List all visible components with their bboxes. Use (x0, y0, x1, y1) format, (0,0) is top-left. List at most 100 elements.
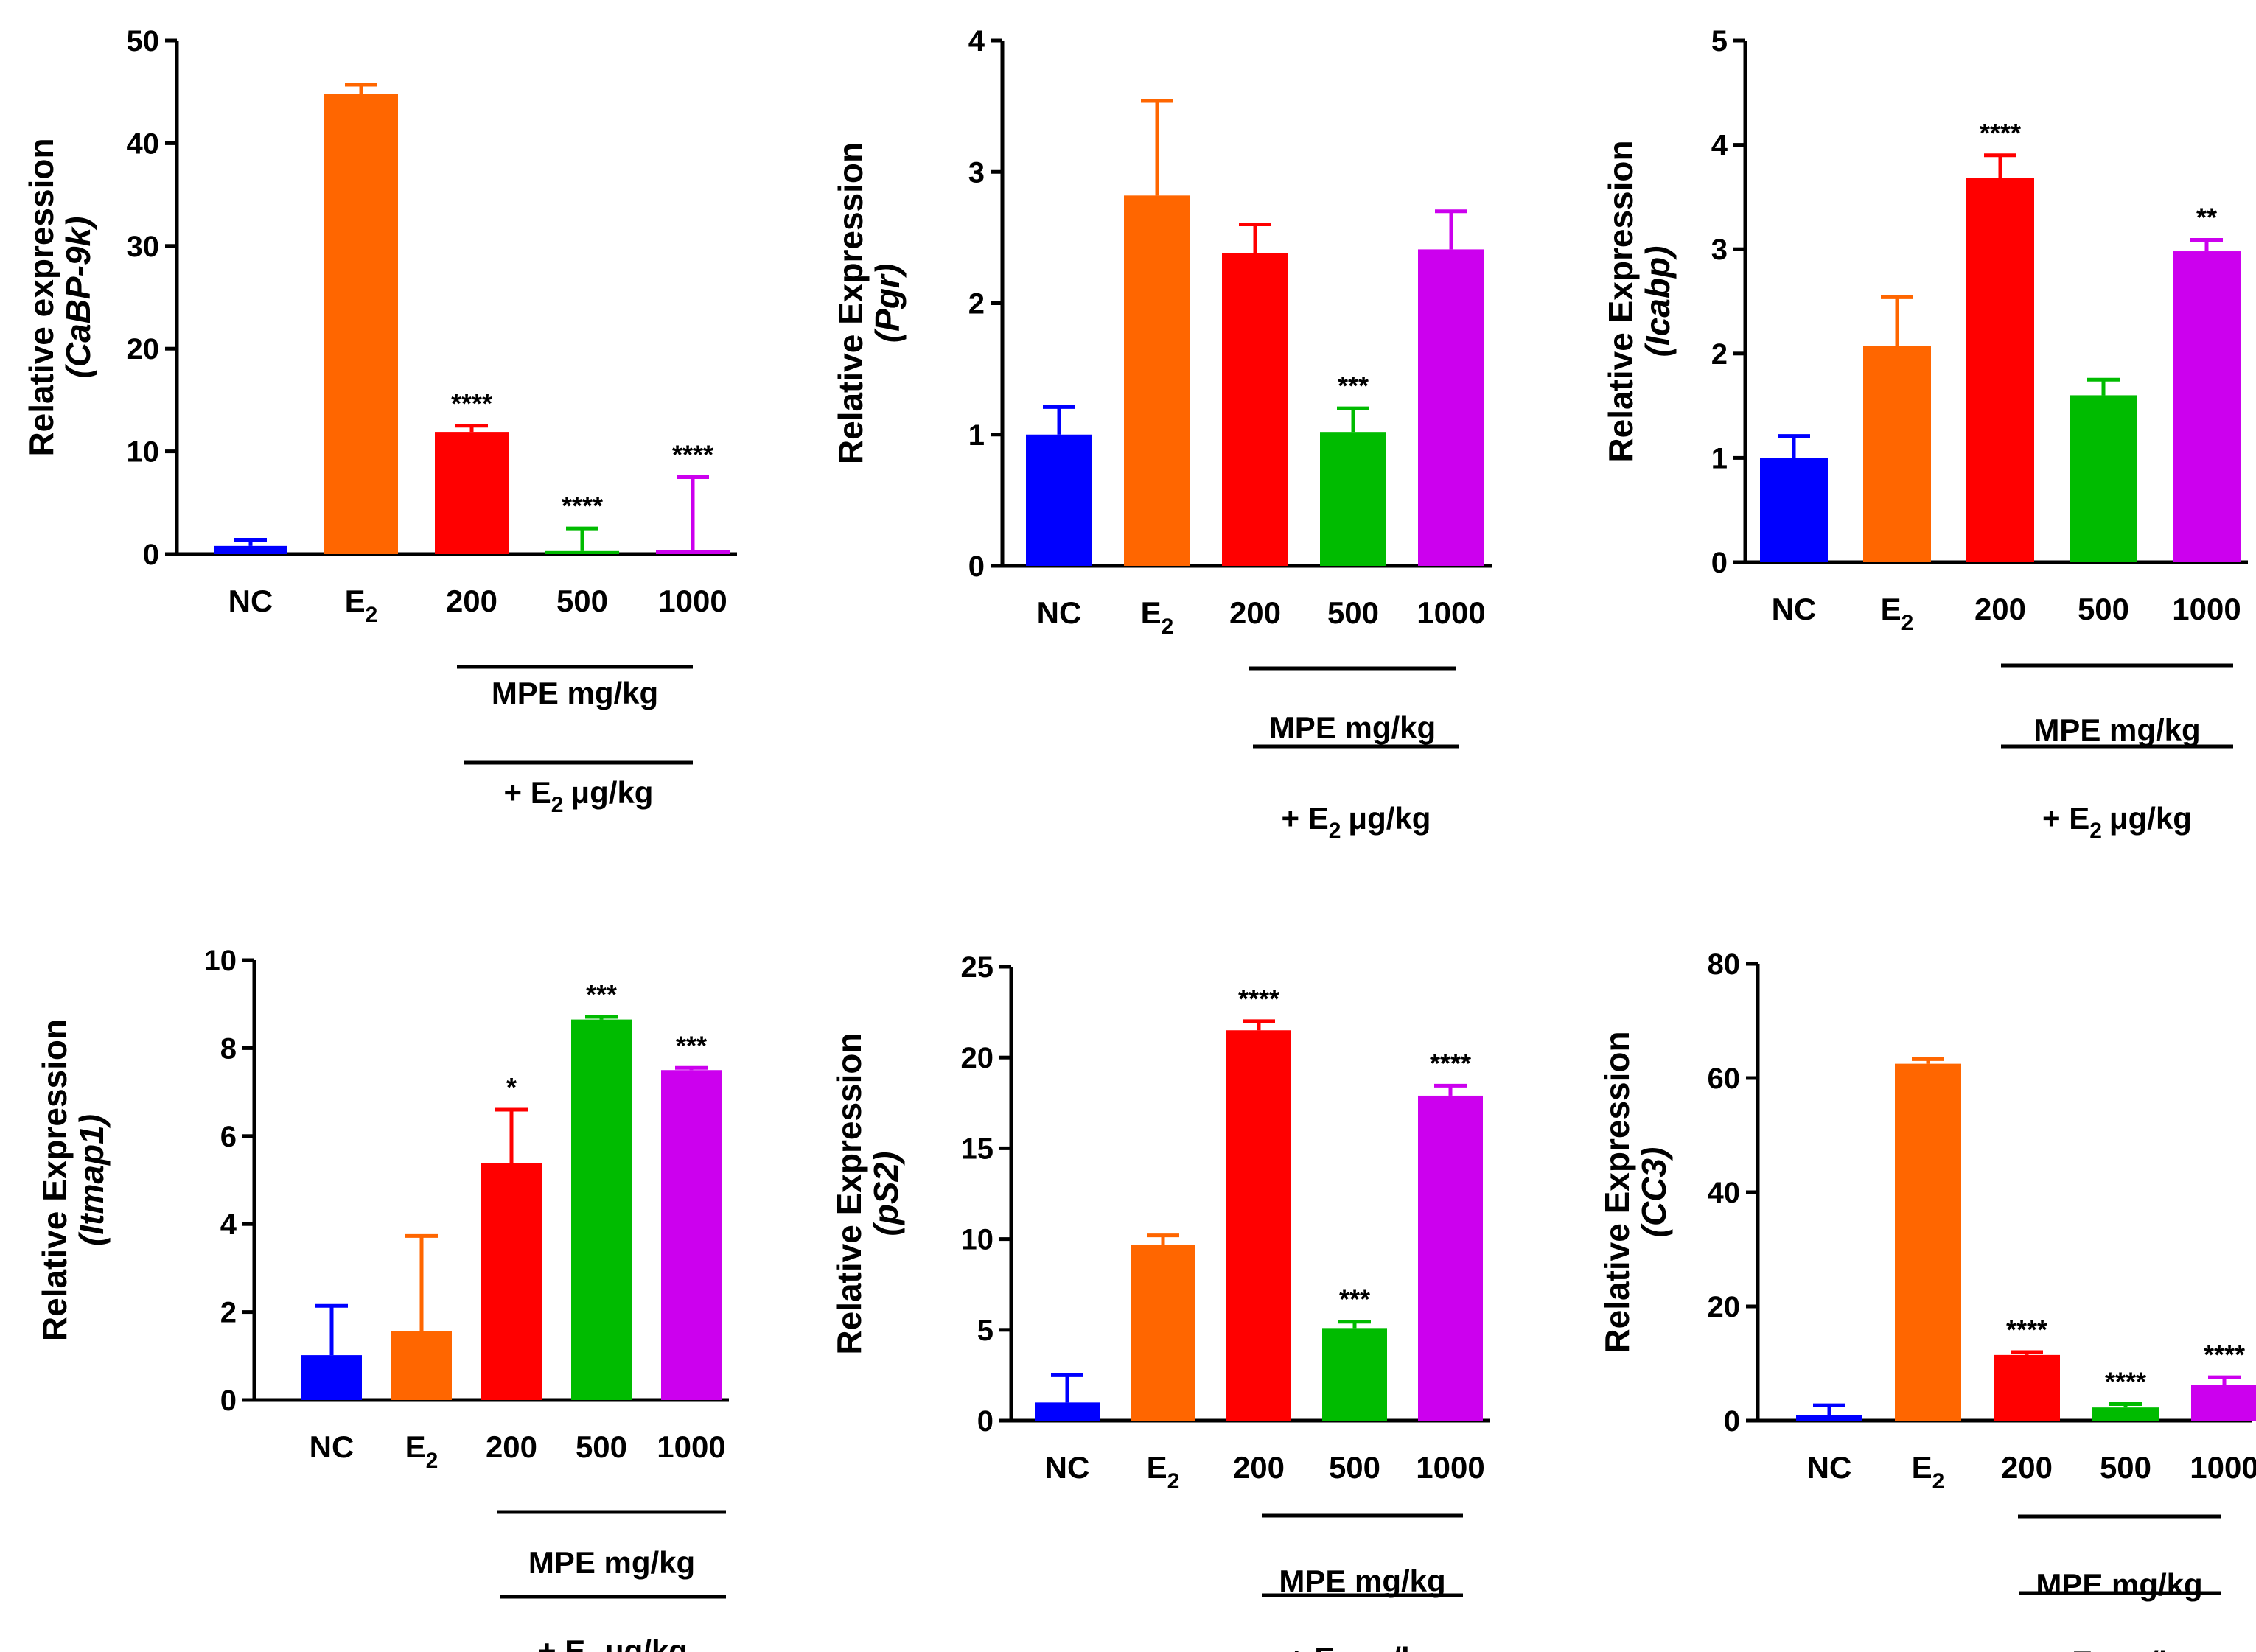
x-tick-label-text: 500 (2078, 592, 2129, 626)
x-tick-label-text: E (405, 1429, 426, 1464)
significance-label: **** (1980, 118, 2021, 148)
bar-e (1895, 1063, 1961, 1421)
significance-label: **** (2006, 1315, 2047, 1345)
x-tick-label-text: NC (1045, 1450, 1090, 1485)
y-tick-label: 0 (977, 1405, 993, 1438)
group-label-e2-prefix: + E (1282, 801, 1329, 836)
x-tick-label-text: E (1147, 1450, 1167, 1485)
x-tick-label: 500 (556, 584, 608, 618)
x-tick-label: 200 (2001, 1450, 2053, 1485)
y-tick-label: 4 (1711, 130, 1728, 162)
bar-200 (481, 1163, 542, 1400)
group-label-e2-prefix: + E (1288, 1641, 1335, 1652)
bar-200 (1966, 178, 2034, 563)
bar-1000 (661, 1070, 722, 1400)
x-tick-label-text: NC (1772, 592, 1817, 626)
y-tick-label: 2 (220, 1297, 237, 1329)
x-tick-label-text: 1000 (657, 1429, 725, 1464)
y-tick-label: 20 (961, 1042, 994, 1074)
y-axis-label: Relative Expression(Icabp) (1602, 140, 1677, 462)
significance-label: *** (1339, 1284, 1370, 1315)
bar-e (1124, 195, 1190, 566)
y-tick-label: 25 (961, 951, 994, 984)
bar-nc (1035, 1402, 1100, 1421)
subscript: 2 (1901, 611, 1914, 635)
chart-panel-1: 0 10 20 30 40 50 Relative expression(CaBP-9k) N… (22, 25, 737, 817)
y-tick-label: 0 (143, 539, 159, 571)
group-label-e2-prefix: + E (2042, 801, 2089, 836)
subscript: 2 (1162, 615, 1174, 639)
x-tick-label: NC (1037, 595, 1082, 630)
x-tick-label-text: 200 (2001, 1450, 2053, 1485)
x-tick-label: NC (310, 1429, 355, 1464)
significance-label: **** (562, 491, 603, 521)
y-tick-label: 4 (968, 25, 985, 57)
y-tick-label: 1 (1711, 442, 1728, 475)
bar-nc (1026, 434, 1092, 566)
x-tick-label-text: E (345, 584, 366, 618)
y-axis-label-title: Relative Expression (35, 1019, 74, 1341)
bar-e (391, 1331, 452, 1400)
subscript: 2 (551, 793, 564, 817)
y-tick-label: 0 (968, 550, 985, 583)
bar-500 (571, 1019, 632, 1400)
x-tick-label-text: 200 (446, 584, 497, 618)
x-tick-label-text: 500 (576, 1429, 627, 1464)
x-tick-label-text: 1000 (1417, 595, 1485, 630)
y-tick-label: 4 (220, 1208, 237, 1241)
x-tick-label-text: 200 (1233, 1450, 1285, 1485)
y-tick-label: 50 (127, 25, 160, 57)
y-tick-label: 15 (961, 1133, 994, 1165)
group-label-e2-prefix: + E (504, 775, 551, 810)
x-tick-label-text: NC (1037, 595, 1082, 630)
bar-500 (1322, 1328, 1387, 1421)
x-tick-label: 500 (1327, 595, 1379, 630)
group-label-e2-prefix: + E (538, 1634, 585, 1652)
y-tick-label: 20 (127, 333, 160, 365)
bar-200 (435, 432, 509, 554)
x-tick-label-text: E (1881, 592, 1901, 626)
y-tick-label: 60 (1708, 1063, 1741, 1095)
bar-1000 (656, 550, 730, 554)
significance-label: **** (451, 388, 492, 419)
x-tick-label: 1000 (2172, 592, 2241, 626)
bar-200 (1222, 253, 1288, 566)
group-label-e2-unit: μg/kg (2109, 801, 2192, 836)
bar-nc (1760, 458, 1828, 562)
group-label-mpe: MPE mg/kg (1269, 710, 1436, 745)
y-tick-label: 10 (204, 945, 237, 977)
group-label-mpe: MPE mg/kg (1279, 1564, 1445, 1598)
y-tick-label: 8 (220, 1032, 237, 1065)
group-label-e2-unit: μg/kg (1348, 801, 1431, 836)
y-tick-label: 10 (961, 1224, 994, 1256)
y-tick-label: 30 (127, 231, 160, 263)
y-axis-label-title: Relative Expression (1602, 140, 1640, 462)
x-tick-label: 1000 (2190, 1450, 2256, 1485)
x-tick-label: E2 (1147, 1450, 1180, 1494)
y-tick-label: 1 (968, 419, 985, 452)
y-tick-label: 3 (968, 156, 985, 189)
bar-e (1131, 1244, 1195, 1421)
chart-panel-6: 0 20 40 60 80 Relative Expression(CC3) NC E2 ***… (1598, 948, 2256, 1652)
y-tick-label: 20 (1708, 1291, 1741, 1323)
y-axis-label-gene: (Pgr) (868, 264, 907, 343)
significance-label: *** (676, 1030, 707, 1060)
group-label-e2-unit: μg/kg (570, 775, 653, 810)
bar-1000 (2191, 1385, 2256, 1421)
x-tick-label: 500 (1329, 1450, 1380, 1485)
y-axis-label-gene: (Icabp) (1638, 246, 1677, 357)
x-tick-label: 500 (576, 1429, 627, 1464)
y-tick-label: 5 (1711, 25, 1728, 57)
significance-label: ** (2196, 202, 2217, 232)
subscript: 2 (1167, 1469, 1180, 1494)
x-tick-label-text: 500 (1327, 595, 1379, 630)
y-axis-label-title: Relative expression (22, 138, 60, 456)
x-tick-label: 200 (1229, 595, 1281, 630)
y-tick-label: 6 (220, 1121, 237, 1153)
y-tick-label: 2 (968, 288, 985, 321)
y-axis-label: Relative expression(CaBP-9k) (22, 138, 97, 456)
